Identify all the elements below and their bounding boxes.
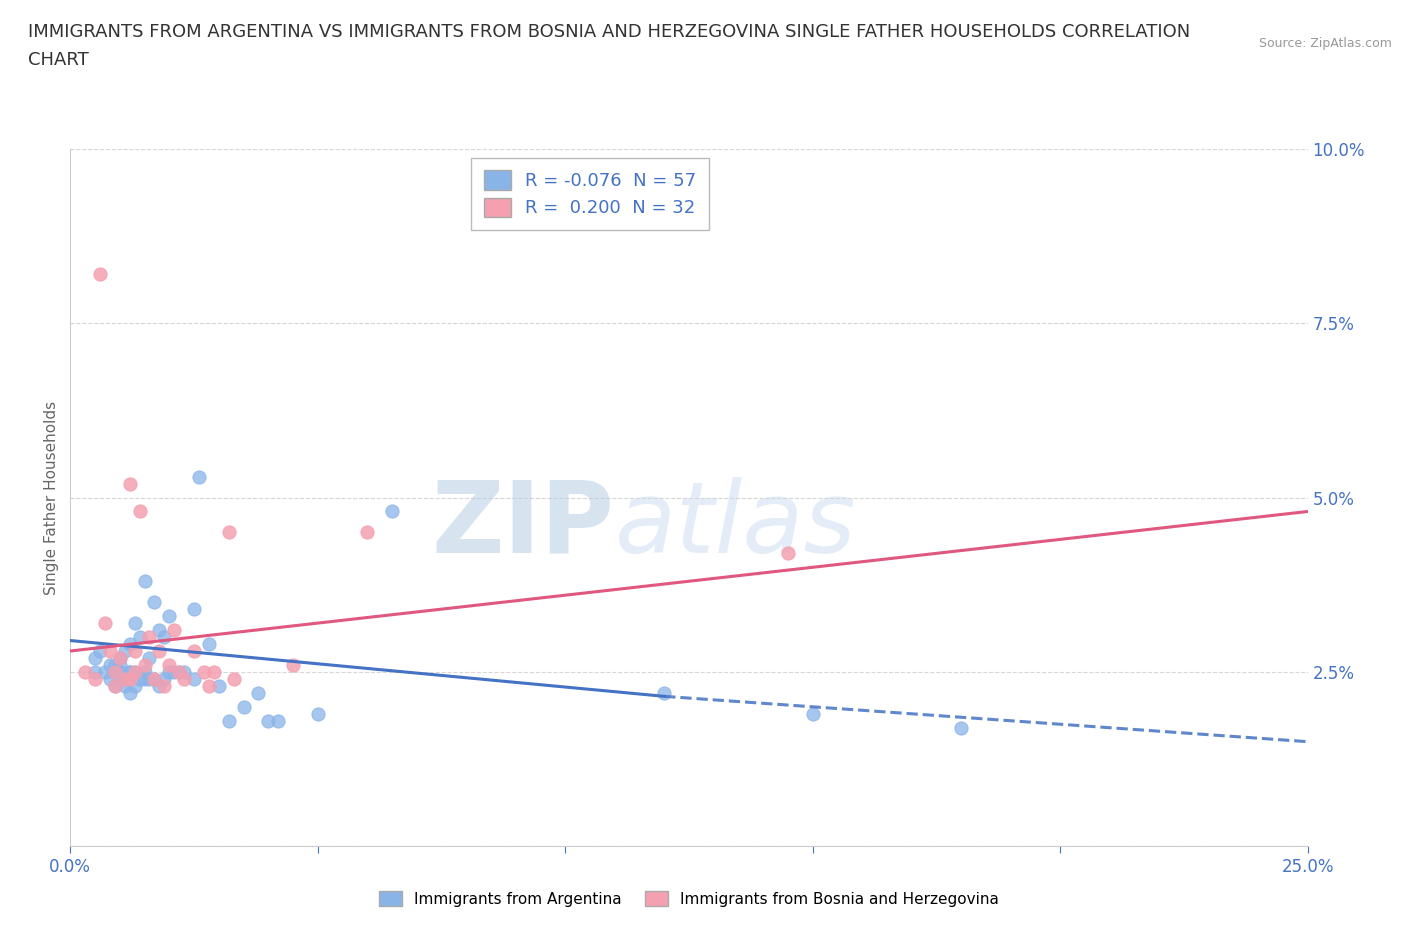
Point	[128, 671, 150, 686]
Point	[124, 679, 146, 694]
Point	[118, 665, 141, 680]
Point	[94, 616, 117, 631]
Point	[118, 637, 141, 652]
Point	[114, 644, 136, 658]
Point	[98, 658, 121, 672]
Point	[173, 671, 195, 686]
Point	[138, 671, 160, 686]
Point	[267, 713, 290, 728]
Point	[143, 671, 166, 686]
Text: IMMIGRANTS FROM ARGENTINA VS IMMIGRANTS FROM BOSNIA AND HERZEGOVINA SINGLE FATHE: IMMIGRANTS FROM ARGENTINA VS IMMIGRANTS …	[28, 23, 1191, 41]
Point	[84, 665, 107, 680]
Point	[148, 644, 170, 658]
Point	[104, 665, 127, 680]
Point	[198, 637, 221, 652]
Point	[208, 679, 231, 694]
Point	[108, 651, 131, 666]
Legend: Immigrants from Argentina, Immigrants from Bosnia and Herzegovina: Immigrants from Argentina, Immigrants fr…	[373, 885, 1005, 913]
Point	[104, 679, 127, 694]
Point	[163, 665, 186, 680]
Point	[98, 644, 121, 658]
Point	[108, 665, 131, 680]
Point	[202, 665, 225, 680]
Point	[128, 504, 150, 519]
Text: atlas: atlas	[614, 477, 856, 574]
Point	[183, 602, 205, 617]
Point	[108, 658, 131, 672]
Point	[218, 713, 240, 728]
Point	[183, 644, 205, 658]
Point	[118, 476, 141, 491]
Point	[134, 671, 156, 686]
Point	[84, 651, 107, 666]
Point	[143, 671, 166, 686]
Point	[124, 644, 146, 658]
Point	[356, 525, 378, 540]
Point	[163, 623, 186, 638]
Point	[138, 630, 160, 644]
Point	[114, 671, 136, 686]
Point	[134, 665, 156, 680]
Point	[307, 707, 329, 722]
Point	[776, 546, 799, 561]
Point	[118, 665, 141, 680]
Point	[104, 665, 127, 680]
Point	[104, 679, 127, 694]
Point	[173, 665, 195, 680]
Point	[114, 671, 136, 686]
Point	[75, 665, 97, 680]
Point	[134, 574, 156, 589]
Point	[94, 665, 117, 680]
Y-axis label: Single Father Households: Single Father Households	[44, 401, 59, 594]
Point	[801, 707, 824, 722]
Point	[193, 665, 215, 680]
Text: CHART: CHART	[28, 51, 89, 69]
Point	[124, 616, 146, 631]
Point	[114, 679, 136, 694]
Text: Source: ZipAtlas.com: Source: ZipAtlas.com	[1258, 37, 1392, 50]
Point	[381, 504, 404, 519]
Point	[124, 665, 146, 680]
Point	[153, 630, 176, 644]
Point	[108, 651, 131, 666]
Point	[148, 679, 170, 694]
Point	[167, 665, 190, 680]
Point	[950, 720, 973, 735]
Point	[124, 665, 146, 680]
Point	[232, 699, 254, 714]
Point	[118, 671, 141, 686]
Point	[157, 658, 180, 672]
Point	[148, 623, 170, 638]
Point	[89, 267, 111, 282]
Point	[167, 665, 190, 680]
Point	[84, 671, 107, 686]
Point	[89, 644, 111, 658]
Point	[157, 665, 180, 680]
Point	[257, 713, 280, 728]
Point	[98, 671, 121, 686]
Point	[218, 525, 240, 540]
Point	[183, 671, 205, 686]
Point	[153, 671, 176, 686]
Point	[134, 658, 156, 672]
Point	[108, 671, 131, 686]
Text: ZIP: ZIP	[432, 477, 614, 574]
Point	[188, 470, 211, 485]
Point	[153, 679, 176, 694]
Point	[143, 595, 166, 610]
Point	[104, 658, 127, 672]
Point	[198, 679, 221, 694]
Point	[652, 685, 675, 700]
Point	[118, 685, 141, 700]
Point	[157, 609, 180, 624]
Point	[104, 665, 127, 680]
Point	[247, 685, 270, 700]
Legend: R = -0.076  N = 57, R =  0.200  N = 32: R = -0.076 N = 57, R = 0.200 N = 32	[471, 158, 709, 230]
Point	[222, 671, 245, 686]
Point	[281, 658, 304, 672]
Point	[138, 651, 160, 666]
Point	[128, 630, 150, 644]
